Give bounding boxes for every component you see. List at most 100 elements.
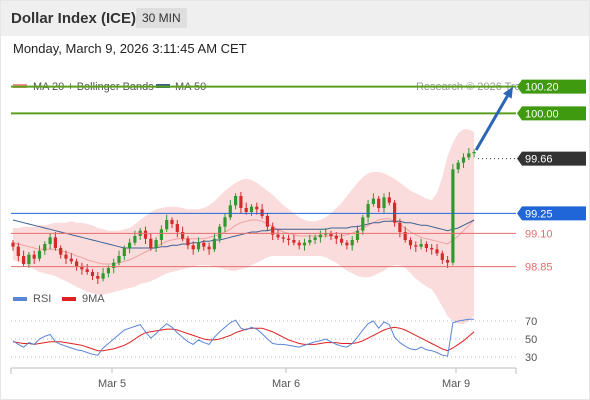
candle bbox=[260, 204, 264, 219]
x-tick-label: Mar 5 bbox=[98, 378, 126, 390]
rsi-tick-label: 30 bbox=[525, 352, 537, 364]
candle bbox=[170, 217, 174, 228]
candle bbox=[255, 202, 259, 215]
candle bbox=[234, 193, 238, 210]
candle bbox=[435, 244, 439, 256]
candle bbox=[355, 225, 360, 243]
level-tag-current bbox=[517, 151, 586, 166]
candle bbox=[181, 226, 185, 242]
candle bbox=[451, 164, 455, 266]
candle bbox=[287, 234, 291, 246]
candle bbox=[472, 149, 476, 158]
forecast-arrow bbox=[474, 86, 513, 151]
candle bbox=[53, 232, 57, 251]
level-tag-target-2 bbox=[517, 79, 586, 94]
level-label-target-1: 100.00 bbox=[525, 108, 559, 120]
candle bbox=[228, 200, 232, 220]
level-tag-target-1 bbox=[517, 106, 586, 121]
candle bbox=[281, 234, 285, 243]
instrument-title: Dollar Index (ICE) bbox=[11, 10, 137, 27]
x-tick-label: Mar 6 bbox=[272, 378, 300, 390]
ma50-line bbox=[12, 219, 475, 249]
bollinger-band bbox=[13, 129, 475, 324]
candle bbox=[377, 196, 381, 212]
levels-layer: 100.20 100.00 99.66 99.25 99.10 98.85 bbox=[11, 79, 586, 274]
interval-badge[interactable]: 30 MIN bbox=[136, 8, 187, 28]
candle bbox=[446, 256, 450, 268]
candle bbox=[64, 250, 68, 264]
candle bbox=[387, 192, 391, 206]
rsi-legend-label: RSI bbox=[33, 293, 51, 305]
candle bbox=[456, 160, 460, 174]
candle bbox=[292, 234, 296, 246]
candle bbox=[403, 226, 407, 243]
chart-header: Dollar Index (ICE) 30 MIN bbox=[0, 0, 590, 36]
candle bbox=[16, 242, 20, 262]
candle bbox=[361, 214, 365, 235]
rsi-line bbox=[12, 318, 475, 357]
candle bbox=[96, 272, 100, 284]
candle bbox=[408, 237, 413, 250]
candle bbox=[244, 202, 248, 215]
candle bbox=[69, 253, 73, 264]
candle bbox=[276, 229, 280, 240]
candle bbox=[165, 214, 169, 232]
level-label-target-2: 100.20 bbox=[525, 82, 559, 94]
candle bbox=[297, 240, 301, 250]
candle bbox=[207, 242, 211, 255]
candle bbox=[32, 250, 36, 264]
candle bbox=[329, 230, 333, 240]
candle bbox=[308, 234, 312, 246]
candle bbox=[80, 262, 84, 275]
candle bbox=[149, 233, 153, 251]
level-label-support-2: 98.85 bbox=[525, 262, 553, 274]
candle bbox=[22, 250, 26, 267]
rsi-layer: 70 50 30 bbox=[11, 316, 537, 364]
candle bbox=[59, 245, 63, 259]
candle bbox=[313, 234, 317, 244]
candle bbox=[112, 258, 116, 274]
candle bbox=[467, 148, 471, 160]
candle bbox=[85, 264, 89, 275]
level-label-current: 99.66 bbox=[525, 154, 553, 166]
candle bbox=[11, 240, 15, 251]
level-tag-pivot bbox=[517, 206, 586, 221]
rsi-tick-label: 70 bbox=[525, 316, 537, 328]
rsi-tick-label: 50 bbox=[525, 334, 537, 346]
candle bbox=[101, 268, 105, 282]
candle bbox=[143, 226, 148, 244]
candle bbox=[419, 238, 423, 250]
candle bbox=[196, 237, 201, 252]
rsi-legend-swatch bbox=[13, 297, 27, 301]
candle bbox=[159, 225, 163, 246]
candle bbox=[398, 218, 402, 238]
candle bbox=[122, 245, 126, 260]
candle bbox=[440, 250, 444, 264]
candle bbox=[324, 228, 328, 238]
candle bbox=[186, 236, 190, 250]
candle bbox=[223, 213, 227, 232]
candle bbox=[27, 252, 31, 268]
candle bbox=[48, 233, 52, 250]
candle bbox=[202, 240, 206, 251]
candle bbox=[345, 240, 349, 250]
candle bbox=[366, 200, 370, 223]
candle bbox=[430, 244, 434, 255]
candle bbox=[249, 204, 254, 216]
candle bbox=[106, 265, 110, 278]
candle bbox=[334, 232, 338, 244]
candle bbox=[340, 233, 344, 246]
price-layer bbox=[11, 129, 476, 324]
x-tick-label: Mar 9 bbox=[442, 378, 470, 390]
rsi-ma-line bbox=[12, 326, 475, 352]
timestamp: Monday, March 9, 2026 3:11:45 AM CET bbox=[13, 41, 247, 56]
candle bbox=[424, 241, 428, 252]
rsi-ma-legend-label: 9MA bbox=[82, 293, 105, 305]
candle bbox=[265, 213, 269, 231]
candle bbox=[43, 241, 47, 255]
candle bbox=[175, 220, 179, 238]
level-label-pivot: 99.25 bbox=[525, 208, 553, 220]
